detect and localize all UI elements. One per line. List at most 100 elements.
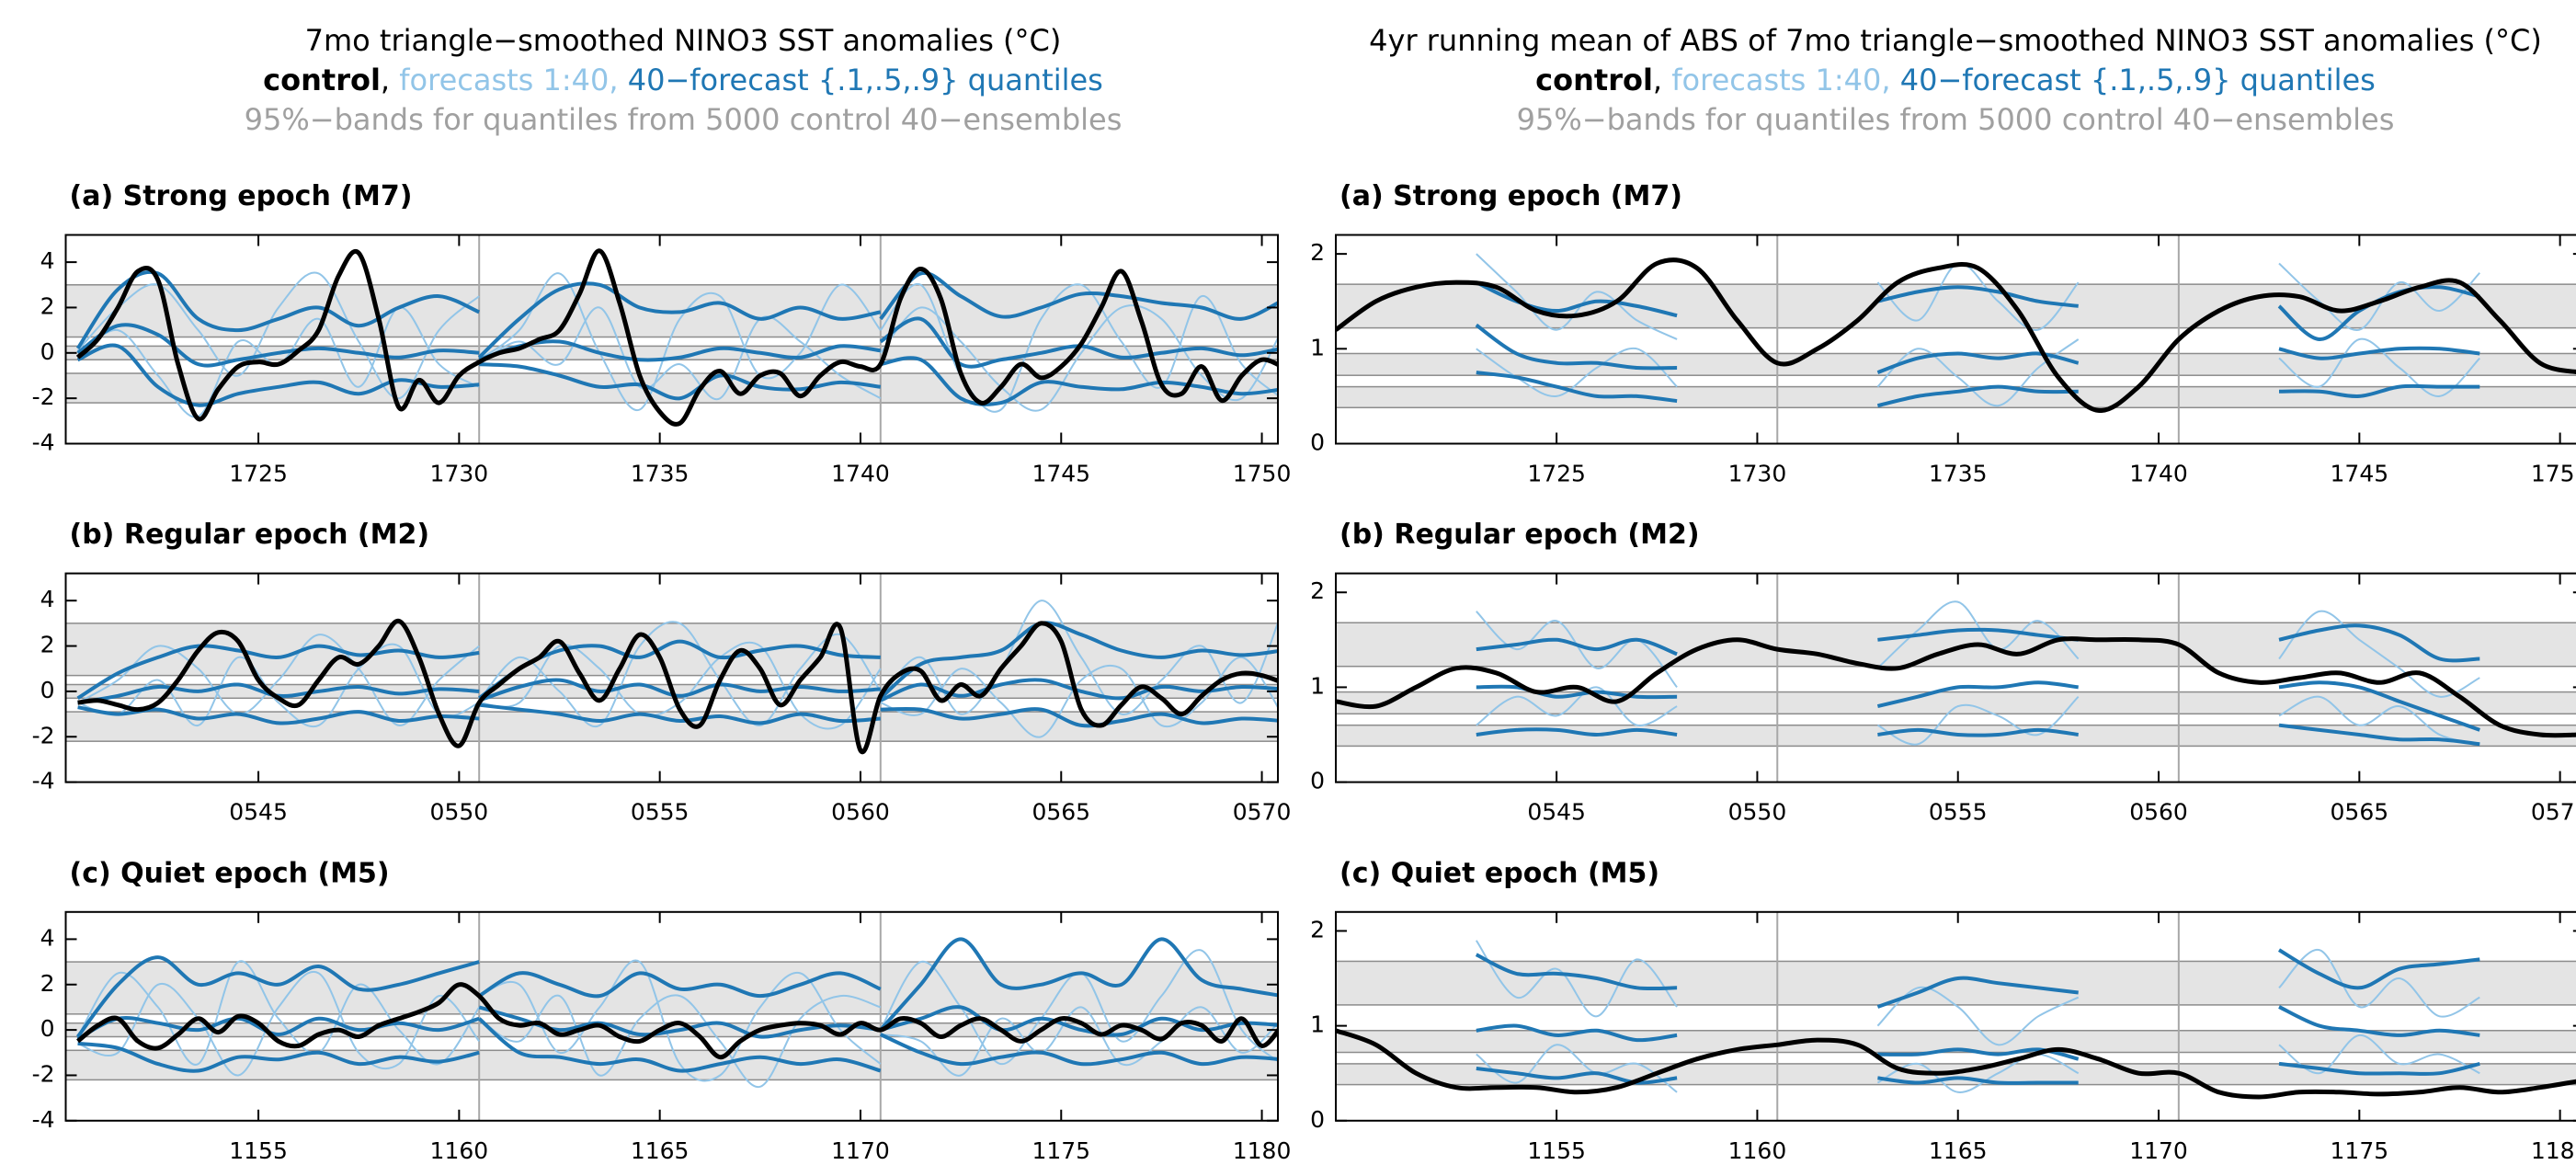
x-tick-label: 0545	[229, 799, 288, 826]
quantile-line	[1476, 637, 1678, 657]
forecast-line	[1876, 262, 2080, 331]
control-line	[76, 982, 1279, 1060]
y-tick-label: -2	[32, 383, 55, 410]
quantile-line	[879, 1033, 1279, 1067]
forecast-line	[1876, 338, 2080, 407]
axis-frame	[64, 234, 1280, 445]
quantile-line	[880, 706, 1279, 728]
x-tick-label: 0565	[1032, 799, 1090, 826]
forecast-line	[1876, 986, 2080, 1046]
x-tick-label: 1725	[1527, 461, 1586, 487]
forecast-line	[478, 621, 882, 728]
x-tick-label: 0550	[430, 799, 489, 826]
legend-entry: control	[1535, 63, 1653, 97]
legend-entry: control	[263, 63, 381, 97]
panel: (b) Regular epoch (M2) 0545 0550 0555 0560 05…	[1310, 519, 2576, 826]
forecast-line	[2278, 695, 2480, 746]
header-legend: control, forecasts 1:40, 40−forecast {.1…	[1535, 63, 2376, 97]
x-tick-label: 1160	[430, 1137, 489, 1164]
forecast-line	[478, 272, 882, 411]
x-tick-label: 1155	[1527, 1137, 1586, 1164]
y-tick-label: 2	[1310, 239, 1325, 266]
legend-entry: forecasts 1:40,	[399, 63, 627, 97]
quantile-line	[1876, 384, 2079, 408]
quantile-line	[2278, 623, 2480, 663]
quantile-line	[477, 1017, 882, 1073]
quantile-line	[1877, 627, 2079, 642]
plot-area	[65, 234, 1279, 444]
quantile-line	[2278, 723, 2480, 747]
y-tick-label: -2	[32, 722, 55, 748]
forecast-line	[1476, 686, 1678, 726]
panel: (a) Strong epoch (M7) 1725 1730 1735 1740 174…	[32, 180, 1292, 487]
x-tick-label: 0565	[2331, 799, 2389, 826]
quantile-line	[1876, 285, 2079, 308]
header-legend: control, forecasts 1:40, 40−forecast {.1…	[263, 63, 1103, 97]
y-tick-label: 1	[1310, 334, 1325, 360]
control-line	[77, 618, 1279, 755]
y-tick-label: -2	[32, 1060, 55, 1087]
quantile-line	[2278, 680, 2480, 732]
x-tick-label: 1175	[2331, 1137, 2389, 1164]
header-note: 95%−bands for quantiles from 5000 contro…	[1517, 102, 2395, 137]
quantile-line	[2278, 383, 2480, 398]
quantile-line	[76, 644, 480, 701]
x-tick-label: 1165	[1929, 1137, 1988, 1164]
quantile-band	[65, 622, 1279, 677]
x-tick-label: 0550	[1728, 799, 1787, 826]
forecast-line	[76, 960, 481, 1066]
x-tick-label: 1180	[2531, 1137, 2576, 1164]
quantile-line	[76, 343, 480, 407]
y-tick-label: 4	[40, 586, 55, 612]
x-tick-label: 1175	[1032, 1137, 1090, 1164]
control-line	[1336, 1028, 2576, 1100]
axis-frame	[1335, 572, 2576, 783]
plot-area	[1336, 911, 2576, 1121]
x-tick-label: 0560	[2129, 799, 2188, 826]
quantile-band	[1336, 691, 2576, 715]
legend-entry: 40−forecast {.1,.5,.9} quantiles	[1900, 63, 2376, 97]
x-tick-label: 1735	[631, 461, 690, 487]
quantile-line	[477, 281, 882, 360]
quantile-line	[1877, 727, 2079, 737]
quantile-line	[1476, 727, 1678, 737]
y-tick-label: 0	[40, 338, 55, 365]
quantile-line	[478, 339, 882, 362]
quantile-line	[75, 269, 481, 350]
x-tick-label: 1160	[1728, 1137, 1787, 1164]
control-line	[1336, 257, 2576, 413]
y-tick-label: 4	[40, 247, 55, 274]
header-title: 4yr running mean of ABS of 7mo triangle−…	[1369, 23, 2542, 58]
y-tick-label: 0	[1310, 429, 1325, 456]
x-tick-label: 1735	[1929, 461, 1988, 487]
forecast-line	[1876, 695, 2080, 746]
plot-area	[1336, 234, 2576, 444]
panel-title: (b) Regular epoch (M2)	[1339, 519, 1700, 551]
quantile-line	[1476, 371, 1678, 404]
quantile-line	[2278, 346, 2480, 360]
x-tick-label: 0560	[831, 799, 890, 826]
forecast-line	[1876, 1053, 2080, 1093]
forecast-line	[2278, 949, 2480, 1018]
quantile-line	[1476, 1067, 1678, 1085]
y-tick-label: 2	[40, 970, 55, 997]
y-tick-label: 0	[40, 677, 55, 703]
panel-title: (a) Strong epoch (M7)	[1339, 180, 1682, 212]
quantile-line	[2278, 1061, 2480, 1076]
forecast-line	[478, 306, 882, 401]
y-tick-label: -4	[32, 1106, 55, 1133]
panel-title: (b) Regular epoch (M2)	[70, 519, 430, 551]
x-tick-label: 0555	[631, 799, 690, 826]
quantile-line	[1876, 680, 2079, 709]
forecast-line	[880, 1006, 1279, 1077]
x-tick-label: 1730	[430, 461, 489, 487]
quantile-line	[880, 1005, 1279, 1037]
y-tick-label: 2	[40, 292, 55, 319]
y-tick-label: 0	[40, 1015, 55, 1042]
panel-title: (c) Quiet epoch (M5)	[1339, 857, 1659, 889]
quantile-line	[76, 955, 480, 1038]
quantile-line	[879, 937, 1279, 1032]
forecast-line	[76, 271, 480, 400]
x-tick-label: 1170	[831, 1137, 890, 1164]
